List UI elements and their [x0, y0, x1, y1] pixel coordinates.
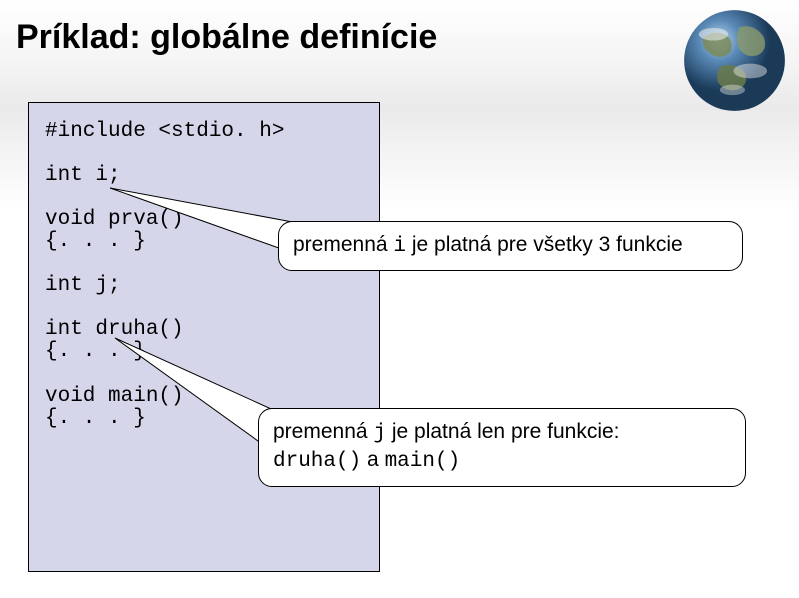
callout-text: premenná: [293, 233, 393, 256]
callout-variable-i: premenná i je platná pre všetky 3 funkci…: [278, 221, 743, 271]
callout-func: druha(): [273, 450, 361, 473]
callout-text: premenná: [273, 420, 373, 443]
callout-func: main(): [385, 450, 461, 473]
code-line: #include <stdio. h>: [45, 120, 284, 143]
code-line: int j;: [45, 274, 121, 297]
callout-var: i: [393, 235, 406, 258]
callout-var: j: [373, 422, 386, 445]
callout-text: je platná len pre funkcie:: [386, 420, 619, 443]
callout-text: je platná pre všetky 3 funkcie: [406, 233, 683, 256]
slide-title: Príklad: globálne definície: [16, 18, 437, 57]
callout-text: a: [361, 448, 384, 471]
callout-variable-j: premenná j je platná len pre funkcie: dr…: [258, 408, 746, 487]
globe-icon: [682, 8, 787, 113]
